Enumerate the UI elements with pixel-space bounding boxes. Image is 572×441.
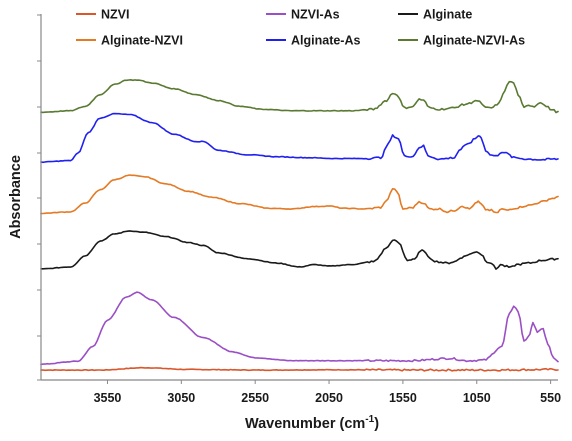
- legend-label: Alginate-As: [291, 34, 361, 48]
- x-tick-label: 1550: [389, 391, 417, 405]
- series-line-alginate: [40, 230, 559, 270]
- x-axis-title: Wavenumber (cm-1): [245, 414, 379, 432]
- legend-label: Alginate: [423, 8, 472, 22]
- x-tick-label: 550: [540, 391, 561, 405]
- x-tick-label: 2050: [315, 391, 343, 405]
- x-tick-label: 3550: [94, 391, 122, 405]
- y-ticks: [37, 14, 41, 381]
- x-tick-label: 1050: [463, 391, 491, 405]
- series-group: [40, 79, 559, 372]
- x-axis-title-main: Wavenumber (cm: [245, 416, 365, 432]
- series-line-nzvi: [40, 366, 559, 372]
- y-axis-title: Absorbance: [8, 155, 24, 239]
- series-line-nzvi-as: [40, 291, 559, 366]
- legend-label: Alginate-NZVI-As: [423, 34, 525, 48]
- x-axis-title-close: ): [374, 416, 379, 432]
- series-line-alginate-nzvi-as: [40, 79, 559, 114]
- legend-label: NZVI-As: [291, 8, 340, 22]
- legend-label: NZVI: [101, 8, 129, 22]
- series-line-alginate-as: [40, 112, 559, 164]
- legend: NZVI NZVI-As Alginate Alginate-NZVI Alginate…: [76, 8, 525, 48]
- series-line-alginate-nzvi: [40, 174, 559, 215]
- x-ticks: 3550 3050 2550 2050 1550 1050 550: [94, 380, 561, 405]
- x-tick-label: 2550: [241, 391, 269, 405]
- x-axis-title-sup: -1: [365, 414, 374, 425]
- x-tick-label: 3050: [167, 391, 195, 405]
- legend-label: Alginate-NZVI: [101, 34, 183, 48]
